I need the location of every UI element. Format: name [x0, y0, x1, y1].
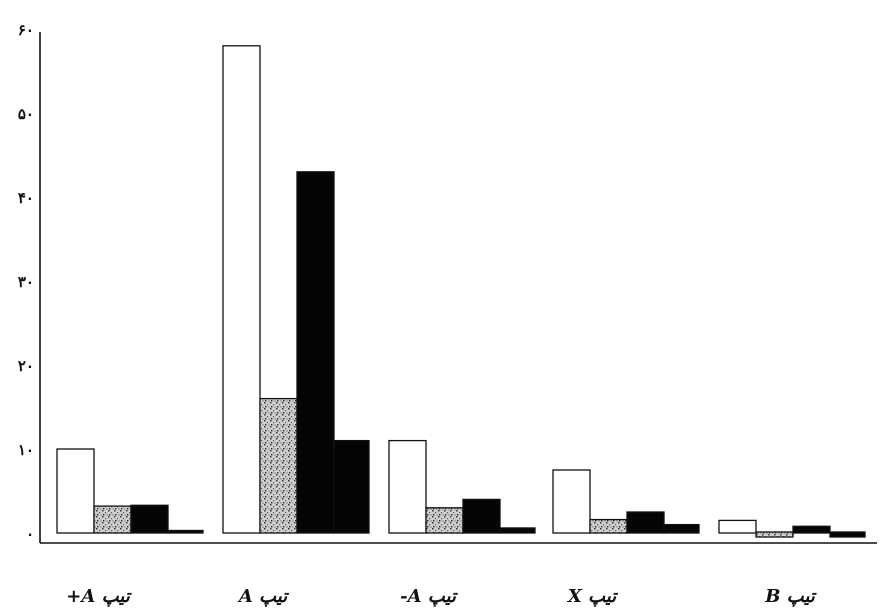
y-tick-label: ۳۰: [18, 273, 34, 291]
bar: [718, 519, 757, 534]
bar: [296, 171, 335, 534]
category-labels: تیپ A+ تیپ A تیپ A- تیپ X تیپ B: [66, 586, 818, 607]
category-label: تیپ X: [567, 586, 619, 607]
bar: [259, 397, 298, 534]
bar: [755, 531, 794, 538]
bar: [552, 469, 591, 534]
category-label: تیپ B: [764, 586, 818, 607]
y-tick-label: ۲۰: [18, 357, 34, 375]
bar: [388, 439, 427, 534]
category-label: تیپ A+: [66, 586, 132, 607]
bar: [93, 505, 132, 534]
bar: [425, 507, 464, 534]
y-tick-label: ۱۰: [18, 441, 34, 459]
y-tick-label: ۰: [26, 525, 34, 543]
y-tick-label: ۶۰: [18, 21, 34, 39]
bar: [130, 504, 169, 534]
bar: [829, 531, 866, 538]
bar: [167, 529, 204, 534]
bar: [626, 511, 665, 534]
bar: [663, 523, 700, 534]
bar: [462, 498, 501, 534]
y-tick-labels: ۰ ۱۰ ۲۰ ۳۰ ۴۰ ۵۰ ۶۰: [18, 21, 34, 543]
bar: [56, 448, 95, 534]
y-tick-label: ۴۰: [18, 189, 34, 207]
bar: [222, 45, 261, 534]
y-tick-label: ۵۰: [18, 105, 34, 123]
category-label: تیپ A: [237, 586, 290, 607]
bar: [499, 527, 536, 534]
bar: [333, 439, 370, 534]
category-label: تیپ A-: [400, 586, 459, 607]
bar: [792, 525, 831, 534]
bar: [589, 518, 628, 534]
bars-layer: [56, 45, 866, 538]
